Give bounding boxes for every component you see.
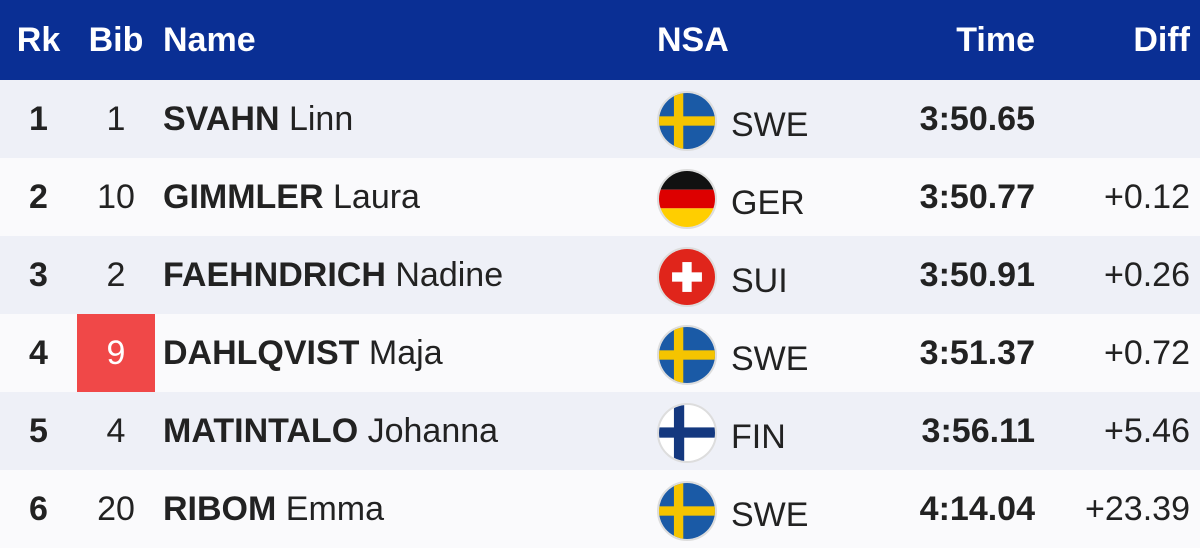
header-name[interactable]: Name	[163, 20, 256, 59]
table-row[interactable]: 4 9 DAHLQVIST Maja SWE 3:51.37 +0.72	[0, 314, 1200, 392]
table-header: Rk Bib Name NSA Time Diff	[0, 0, 1200, 80]
nsa: SWE	[657, 80, 808, 158]
first-name: Johanna	[367, 411, 499, 450]
diff: +0.26	[1103, 255, 1190, 294]
table-row[interactable]: 6 20 RIBOM Emma SWE 4:14.04 +23.39	[0, 470, 1200, 548]
nsa: GER	[657, 158, 805, 236]
time: 3:50.77	[919, 177, 1035, 216]
flag-finland-icon	[657, 403, 717, 463]
last-name: FAEHNDRICH	[163, 255, 386, 294]
flag-switzerland-icon	[657, 247, 717, 307]
rank: 6	[29, 489, 48, 528]
rank: 2	[29, 177, 48, 216]
nsa-code: SWE	[731, 495, 809, 534]
time: 3:50.91	[919, 255, 1035, 294]
first-name: Linn	[288, 99, 354, 138]
first-name: Laura	[333, 177, 420, 216]
header-time[interactable]: Time	[956, 20, 1035, 59]
rank: 3	[29, 255, 48, 294]
bib: 10	[97, 177, 135, 216]
rank: 5	[29, 411, 48, 450]
athlete-name[interactable]: DAHLQVIST Maja	[163, 314, 443, 392]
time: 4:14.04	[919, 489, 1035, 528]
diff: +23.39	[1085, 489, 1190, 528]
bib: 4	[106, 411, 126, 450]
header-rk[interactable]: Rk	[16, 20, 61, 59]
nsa-code: FIN	[731, 417, 786, 456]
table-row[interactable]: 3 2 FAEHNDRICH Nadine SUI 3:50.91 +0.26	[0, 236, 1200, 314]
first-name: Maja	[368, 333, 443, 372]
diff: +0.12	[1103, 177, 1190, 216]
nsa: FIN	[657, 392, 786, 470]
bib: 9	[77, 314, 155, 392]
header-nsa[interactable]: NSA	[657, 20, 729, 59]
bib: 1	[106, 99, 126, 138]
rank: 1	[29, 99, 48, 138]
athlete-name[interactable]: RIBOM Emma	[163, 470, 384, 548]
athlete-name[interactable]: MATINTALO Johanna	[163, 392, 498, 470]
rank: 4	[29, 333, 48, 372]
nsa-code: SWE	[731, 105, 809, 144]
first-name: Nadine	[395, 255, 504, 294]
table-row[interactable]: 2 10 GIMMLER Laura GER 3:50.77 +0.12	[0, 158, 1200, 236]
last-name: MATINTALO	[163, 411, 359, 450]
nsa: SWE	[657, 470, 808, 548]
bib: 2	[106, 255, 126, 294]
last-name: SVAHN	[163, 99, 280, 138]
last-name: DAHLQVIST	[163, 333, 360, 372]
table-row[interactable]: 5 4 MATINTALO Johanna FIN 3:56.11 +5.46	[0, 392, 1200, 470]
flag-sweden-icon	[657, 91, 717, 151]
nsa-code: GER	[731, 183, 805, 222]
header-diff[interactable]: Diff	[1133, 20, 1190, 59]
diff: +5.46	[1103, 411, 1190, 450]
athlete-name[interactable]: GIMMLER Laura	[163, 158, 420, 236]
athlete-name[interactable]: SVAHN Linn	[163, 80, 353, 158]
athlete-name[interactable]: FAEHNDRICH Nadine	[163, 236, 503, 314]
flag-germany-icon	[657, 169, 717, 229]
nsa-code: SUI	[731, 261, 788, 300]
flag-sweden-icon	[657, 481, 717, 541]
table-row[interactable]: 1 1 SVAHN Linn SWE 3:50.65	[0, 80, 1200, 158]
time: 3:56.11	[921, 411, 1035, 450]
flag-sweden-icon	[657, 325, 717, 385]
bib: 20	[97, 489, 135, 528]
nsa: SWE	[657, 314, 808, 392]
first-name: Emma	[285, 489, 385, 528]
last-name: GIMMLER	[163, 177, 324, 216]
time: 3:50.65	[919, 99, 1035, 138]
diff: +0.72	[1103, 333, 1190, 372]
nsa-code: SWE	[731, 339, 809, 378]
last-name: RIBOM	[163, 489, 277, 528]
nsa: SUI	[657, 236, 788, 314]
time: 3:51.37	[919, 333, 1035, 372]
header-bib[interactable]: Bib	[88, 20, 144, 59]
